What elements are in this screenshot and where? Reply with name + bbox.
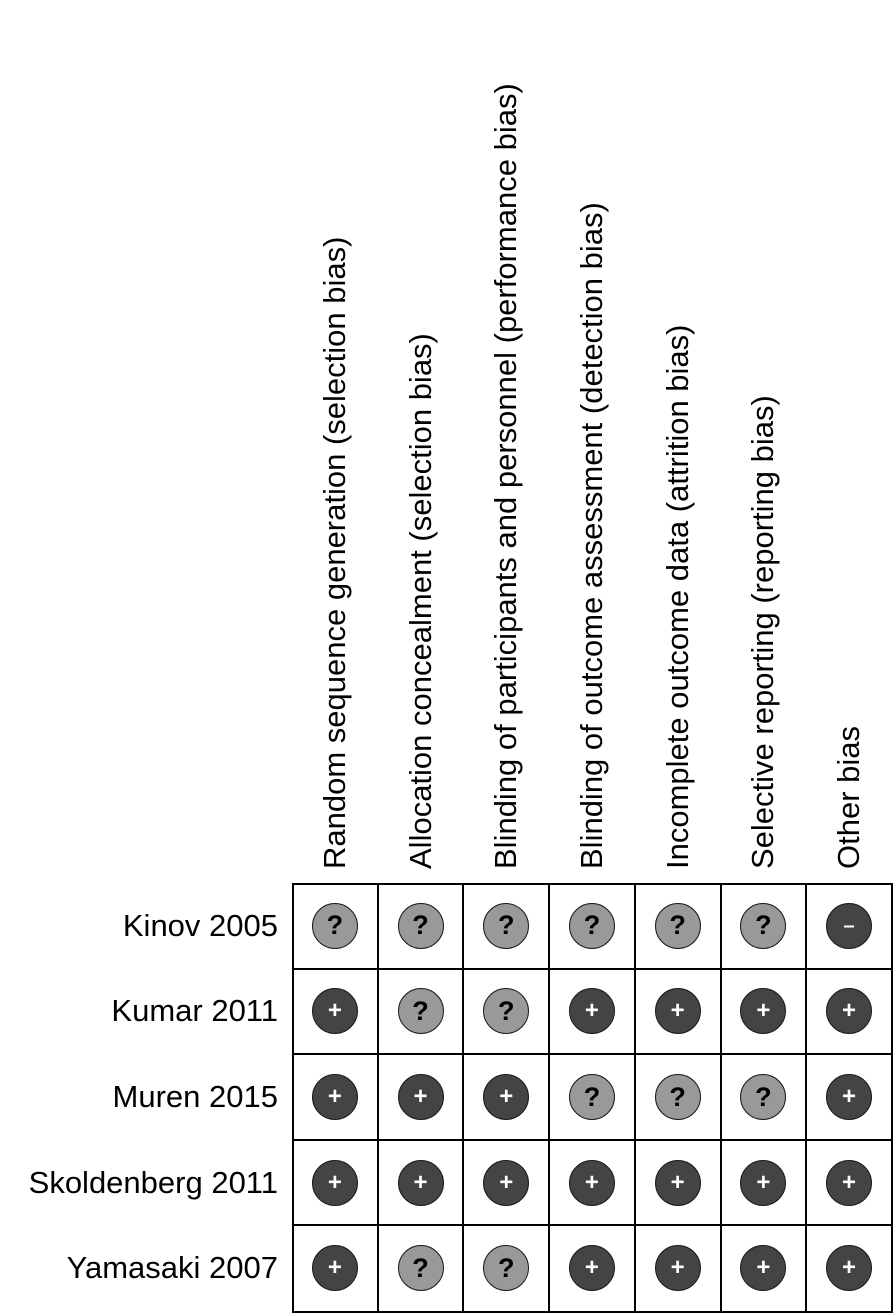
risk-unclear-icon: ? (568, 1074, 615, 1120)
risk-low-icon: + (740, 1159, 787, 1206)
risk-unclear-icon: ? (397, 902, 444, 949)
study-label: Muren 2015 (112, 1079, 278, 1114)
study-label: Yamasaki 2007 (66, 1250, 278, 1286)
grid-line (294, 1224, 891, 1227)
risk-low-icon: + (568, 1245, 615, 1292)
risk-high-icon: – (826, 902, 873, 949)
risk-low-icon: + (654, 1159, 701, 1206)
risk-unclear-icon: ? (397, 1245, 444, 1292)
column-label: Selective reporting (reporting bias) (745, 395, 781, 869)
risk-unclear-icon: ? (654, 1074, 701, 1120)
risk-low-icon: + (826, 1245, 873, 1292)
risk-unclear-icon: ? (397, 988, 444, 1035)
study-label: Kumar 2011 (111, 993, 278, 1029)
risk-unclear-icon: ? (483, 988, 530, 1035)
grid-line (294, 967, 891, 970)
risk-low-icon: + (483, 1159, 530, 1206)
risk-unclear-icon: ? (740, 1074, 787, 1120)
risk-unclear-icon: ? (483, 902, 530, 949)
risk-low-icon: + (826, 1074, 873, 1120)
grid-line (548, 885, 551, 1311)
risk-low-icon: + (826, 1159, 873, 1206)
risk-low-icon: + (311, 1245, 358, 1292)
risk-low-icon: + (397, 1159, 444, 1206)
risk-unclear-icon: ? (568, 902, 615, 949)
grid-line (719, 885, 722, 1311)
grid-line (294, 1138, 891, 1141)
risk-low-icon: + (311, 988, 358, 1035)
study-label: Skoldenberg 2011 (28, 1164, 278, 1200)
risk-low-icon: + (568, 1159, 615, 1206)
risk-low-icon: + (568, 988, 615, 1035)
risk-low-icon: + (654, 1245, 701, 1292)
risk-low-icon: + (311, 1074, 358, 1120)
column-label: Allocation concealment (selection bias) (402, 333, 438, 869)
grid-line (462, 885, 465, 1311)
column-label: Other bias (831, 725, 867, 869)
column-label: Random sequence generation (selection bi… (316, 236, 352, 869)
column-label: Blinding of participants and personnel (… (488, 83, 524, 869)
grid-line (805, 885, 808, 1311)
risk-unclear-icon: ? (483, 1245, 530, 1292)
column-label: Blinding of outcome assessment (detectio… (573, 202, 609, 869)
grid-line (376, 885, 379, 1311)
risk-low-icon: + (311, 1159, 358, 1206)
risk-unclear-icon: ? (740, 902, 787, 949)
grid-line (633, 885, 636, 1311)
risk-low-icon: + (740, 1245, 787, 1292)
risk-low-icon: + (740, 988, 787, 1035)
risk-of-bias-grid: ?????? – +?? + + + + + + +??? + + + + + + + + +?? + + + + (292, 883, 893, 1313)
risk-low-icon: + (397, 1074, 444, 1120)
study-label: Kinov 2005 (122, 907, 278, 943)
risk-low-icon: + (483, 1074, 530, 1120)
risk-low-icon: + (654, 988, 701, 1035)
grid-line (294, 1053, 891, 1056)
column-label: Incomplete outcome data (attrition bias) (659, 324, 695, 870)
risk-low-icon: + (826, 988, 873, 1035)
risk-unclear-icon: ? (654, 902, 701, 949)
risk-unclear-icon: ? (311, 902, 358, 949)
